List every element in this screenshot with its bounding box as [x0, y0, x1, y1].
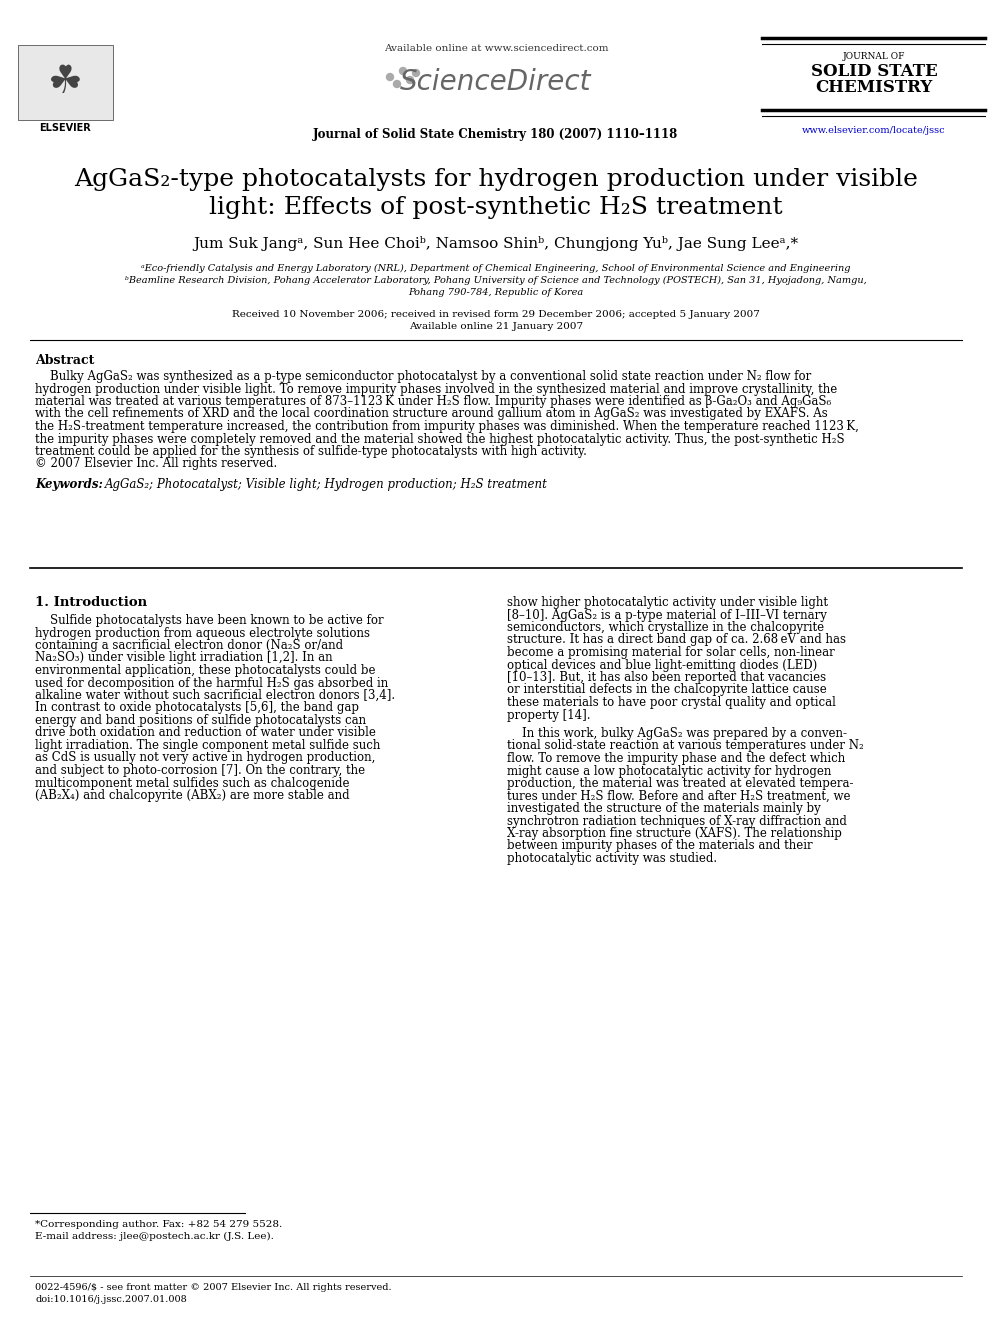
Text: AgGaS₂-type photocatalysts for hydrogen production under visible: AgGaS₂-type photocatalysts for hydrogen … — [74, 168, 918, 191]
Text: show higher photocatalytic activity under visible light: show higher photocatalytic activity unde… — [507, 595, 828, 609]
Text: might cause a low photocatalytic activity for hydrogen: might cause a low photocatalytic activit… — [507, 765, 831, 778]
Text: containing a sacrificial electron donor (Na₂S or/and: containing a sacrificial electron donor … — [35, 639, 343, 652]
Text: ᵇBeamline Research Division, Pohang Accelerator Laboratory, Pohang University of: ᵇBeamline Research Division, Pohang Acce… — [125, 277, 867, 286]
Text: treatment could be applied for the synthesis of sulfide-type photocatalysts with: treatment could be applied for the synth… — [35, 445, 587, 458]
Text: environmental application, these photocatalysts could be: environmental application, these photoca… — [35, 664, 376, 677]
Text: material was treated at various temperatures of 873–1123 K under H₂S flow. Impur: material was treated at various temperat… — [35, 396, 831, 407]
Text: Pohang 790-784, Republic of Korea: Pohang 790-784, Republic of Korea — [409, 288, 583, 296]
FancyBboxPatch shape — [18, 45, 113, 120]
Text: the impurity phases were completely removed and the material showed the highest : the impurity phases were completely remo… — [35, 433, 844, 446]
Text: Sulfide photocatalysts have been known to be active for: Sulfide photocatalysts have been known t… — [35, 614, 384, 627]
Text: semiconductors, which crystallize in the chalcopyrite: semiconductors, which crystallize in the… — [507, 620, 824, 634]
Text: Received 10 November 2006; received in revised form 29 December 2006; accepted 5: Received 10 November 2006; received in r… — [232, 310, 760, 319]
Text: used for decomposition of the harmful H₂S gas absorbed in: used for decomposition of the harmful H₂… — [35, 676, 388, 689]
Text: www.elsevier.com/locate/jssc: www.elsevier.com/locate/jssc — [803, 126, 945, 135]
Text: structure. It has a direct band gap of ca. 2.68 eV and has: structure. It has a direct band gap of c… — [507, 634, 846, 647]
Text: hydrogen production from aqueous electrolyte solutions: hydrogen production from aqueous electro… — [35, 627, 370, 639]
Text: these materials to have poor crystal quality and optical: these materials to have poor crystal qua… — [507, 696, 836, 709]
Text: 0022-4596/$ - see front matter © 2007 Elsevier Inc. All rights reserved.: 0022-4596/$ - see front matter © 2007 El… — [35, 1283, 392, 1293]
Text: light irradiation. The single component metal sulfide such: light irradiation. The single component … — [35, 740, 380, 751]
Text: E-mail address: jlee@postech.ac.kr (J.S. Lee).: E-mail address: jlee@postech.ac.kr (J.S.… — [35, 1232, 274, 1241]
Circle shape — [407, 77, 414, 83]
Text: [10–13]. But, it has also been reported that vacancies: [10–13]. But, it has also been reported … — [507, 671, 826, 684]
Text: ☘: ☘ — [48, 64, 82, 101]
Text: tures under H₂S flow. Before and after H₂S treatment, we: tures under H₂S flow. Before and after H… — [507, 790, 850, 803]
Text: energy and band positions of sulfide photocatalysts can: energy and band positions of sulfide pho… — [35, 714, 366, 728]
Text: ᵃEco-friendly Catalysis and Energy Laboratory (NRL), Department of Chemical Engi: ᵃEco-friendly Catalysis and Energy Labor… — [141, 265, 851, 273]
Text: hydrogen production under visible light. To remove impurity phases involved in t: hydrogen production under visible light.… — [35, 382, 837, 396]
Text: 1. Introduction: 1. Introduction — [35, 595, 147, 609]
Text: photocatalytic activity was studied.: photocatalytic activity was studied. — [507, 852, 717, 865]
Text: Journal of Solid State Chemistry 180 (2007) 1110–1118: Journal of Solid State Chemistry 180 (20… — [313, 128, 679, 142]
Text: investigated the structure of the materials mainly by: investigated the structure of the materi… — [507, 802, 820, 815]
Text: property [14].: property [14]. — [507, 709, 590, 721]
Text: *Corresponding author. Fax: +82 54 279 5528.: *Corresponding author. Fax: +82 54 279 5… — [35, 1220, 283, 1229]
Text: AgGaS₂; Photocatalyst; Visible light; Hydrogen production; H₂S treatment: AgGaS₂; Photocatalyst; Visible light; Hy… — [105, 478, 548, 491]
Text: SOLID STATE: SOLID STATE — [810, 64, 937, 79]
Text: light: Effects of post-synthetic H₂S treatment: light: Effects of post-synthetic H₂S tre… — [209, 196, 783, 220]
Text: Abstract: Abstract — [35, 355, 94, 366]
Text: alkaline water without such sacrificial electron donors [3,4].: alkaline water without such sacrificial … — [35, 689, 395, 703]
Text: between impurity phases of the materials and their: between impurity phases of the materials… — [507, 840, 812, 852]
Text: (AB₂X₄) and chalcopyrite (ABX₂) are more stable and: (AB₂X₄) and chalcopyrite (ABX₂) are more… — [35, 789, 349, 802]
Text: X-ray absorption fine structure (XAFS). The relationship: X-ray absorption fine structure (XAFS). … — [507, 827, 842, 840]
Text: © 2007 Elsevier Inc. All rights reserved.: © 2007 Elsevier Inc. All rights reserved… — [35, 458, 277, 471]
Text: doi:10.1016/j.jssc.2007.01.008: doi:10.1016/j.jssc.2007.01.008 — [35, 1295, 186, 1304]
Text: flow. To remove the impurity phase and the defect which: flow. To remove the impurity phase and t… — [507, 751, 845, 765]
Text: the H₂S-treatment temperature increased, the contribution from impurity phases w: the H₂S-treatment temperature increased,… — [35, 419, 859, 433]
Text: synchrotron radiation techniques of X-ray diffraction and: synchrotron radiation techniques of X-ra… — [507, 815, 847, 827]
Text: as CdS is usually not very active in hydrogen production,: as CdS is usually not very active in hyd… — [35, 751, 375, 765]
Text: JOURNAL OF: JOURNAL OF — [843, 52, 906, 61]
Text: Available online at www.sciencedirect.com: Available online at www.sciencedirect.co… — [384, 44, 608, 53]
Text: optical devices and blue light-emitting diodes (LED): optical devices and blue light-emitting … — [507, 659, 817, 672]
Text: Bulky AgGaS₂ was synthesized as a p-type semiconductor photocatalyst by a conven: Bulky AgGaS₂ was synthesized as a p-type… — [35, 370, 811, 382]
Text: drive both oxidation and reduction of water under visible: drive both oxidation and reduction of wa… — [35, 726, 376, 740]
Text: with the cell refinements of XRD and the local coordination structure around gal: with the cell refinements of XRD and the… — [35, 407, 827, 421]
Text: tional solid-state reaction at various temperatures under N₂: tional solid-state reaction at various t… — [507, 740, 864, 753]
Text: In this work, bulky AgGaS₂ was prepared by a conven-: In this work, bulky AgGaS₂ was prepared … — [507, 728, 847, 740]
Text: become a promising material for solar cells, non-linear: become a promising material for solar ce… — [507, 646, 834, 659]
Text: production, the material was treated at elevated tempera-: production, the material was treated at … — [507, 777, 853, 790]
Circle shape — [387, 74, 394, 81]
Text: Na₂SO₃) under visible light irradiation [1,2]. In an: Na₂SO₃) under visible light irradiation … — [35, 651, 332, 664]
Text: multicomponent metal sulfides such as chalcogenide: multicomponent metal sulfides such as ch… — [35, 777, 349, 790]
Text: or interstitial defects in the chalcopyrite lattice cause: or interstitial defects in the chalcopyr… — [507, 684, 826, 696]
Text: In contrast to oxide photocatalysts [5,6], the band gap: In contrast to oxide photocatalysts [5,6… — [35, 701, 359, 714]
Text: CHEMISTRY: CHEMISTRY — [815, 79, 932, 97]
Text: Keywords:: Keywords: — [35, 478, 107, 491]
Text: Jum Suk Jangᵃ, Sun Hee Choiᵇ, Namsoo Shinᵇ, Chungjong Yuᵇ, Jae Sung Leeᵃ,*: Jum Suk Jangᵃ, Sun Hee Choiᵇ, Namsoo Shi… — [193, 235, 799, 251]
Text: ScienceDirect: ScienceDirect — [400, 67, 592, 97]
Circle shape — [413, 70, 420, 77]
Circle shape — [400, 67, 407, 74]
Text: [8–10]. AgGaS₂ is a p-type material of I–III–VI ternary: [8–10]. AgGaS₂ is a p-type material of I… — [507, 609, 827, 622]
Text: ELSEVIER: ELSEVIER — [39, 123, 91, 134]
Text: and subject to photo-corrosion [7]. On the contrary, the: and subject to photo-corrosion [7]. On t… — [35, 763, 365, 777]
Circle shape — [394, 81, 401, 87]
Text: Available online 21 January 2007: Available online 21 January 2007 — [409, 321, 583, 331]
